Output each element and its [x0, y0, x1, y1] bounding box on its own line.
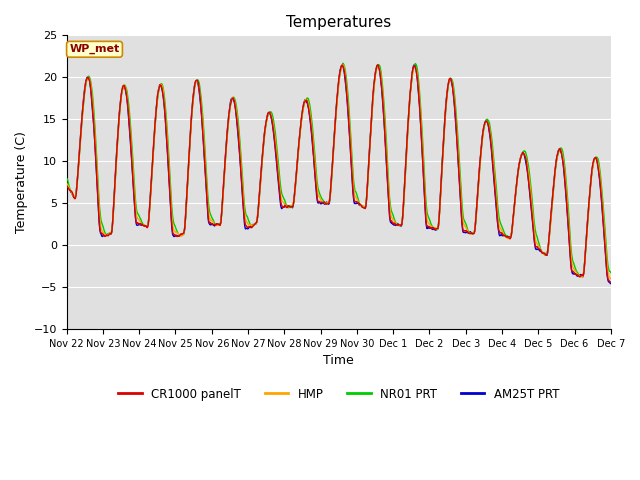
Text: WP_met: WP_met — [69, 44, 120, 54]
Y-axis label: Temperature (C): Temperature (C) — [15, 131, 28, 233]
Title: Temperatures: Temperatures — [286, 15, 391, 30]
Legend: CR1000 panelT, HMP, NR01 PRT, AM25T PRT: CR1000 panelT, HMP, NR01 PRT, AM25T PRT — [113, 383, 564, 405]
X-axis label: Time: Time — [323, 354, 354, 367]
